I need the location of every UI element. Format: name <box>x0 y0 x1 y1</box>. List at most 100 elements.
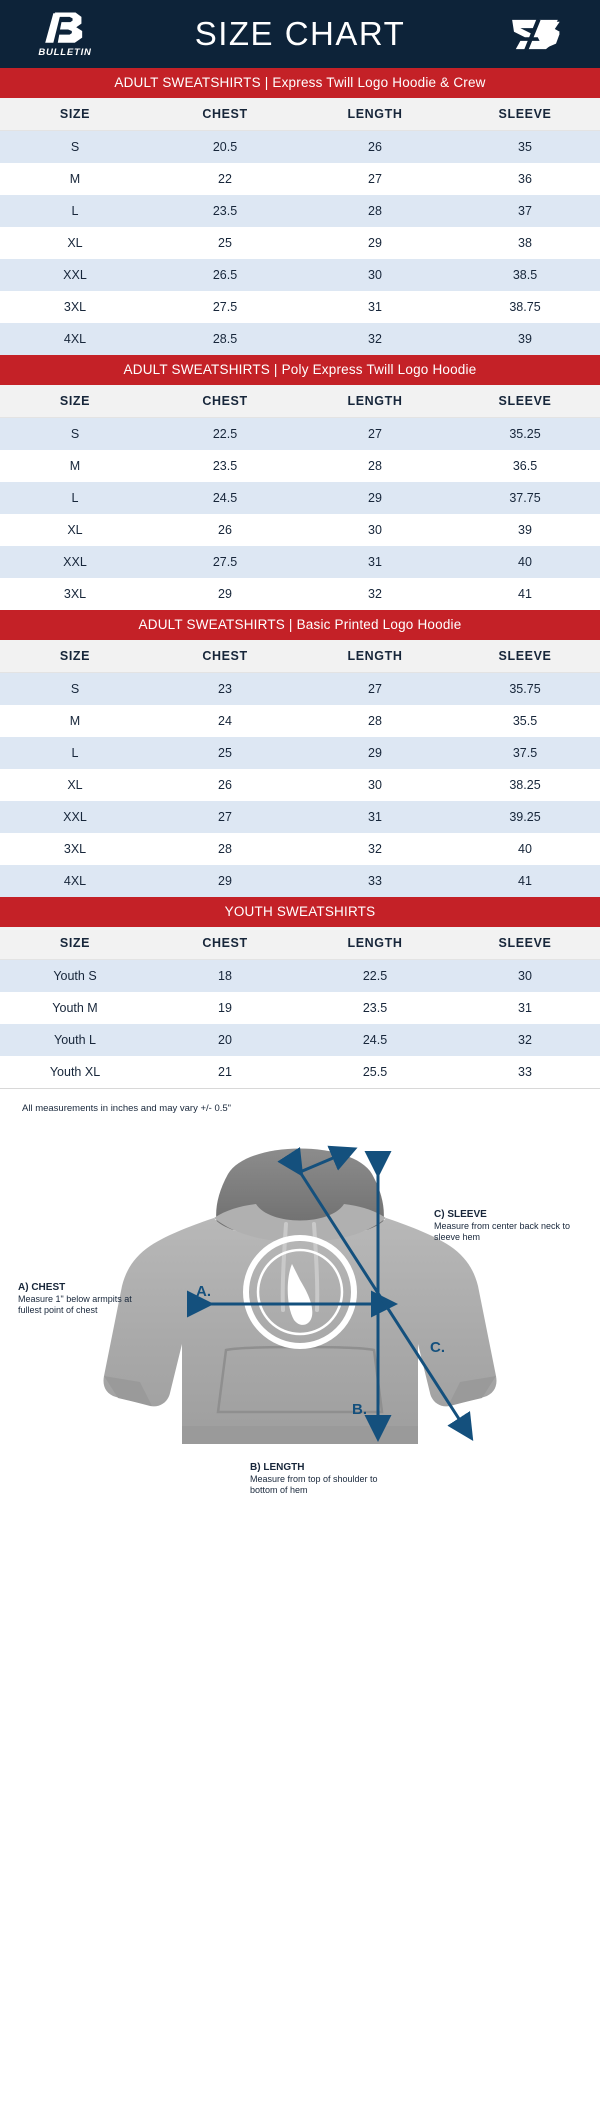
section-banner: YOUTH SWEATSHIRTS <box>0 897 600 927</box>
cell-chest: 25 <box>150 737 300 769</box>
cell-size: L <box>0 195 150 227</box>
cell-sleeve: 37.5 <box>450 737 600 769</box>
cell-sleeve: 32 <box>450 1024 600 1056</box>
column-header-size: SIZE <box>0 640 150 673</box>
cell-sleeve: 36.5 <box>450 450 600 482</box>
s3-logo <box>496 16 574 53</box>
table-row: S 20.5 26 35 <box>0 130 600 163</box>
callout-sleeve-title: C) SLEEVE <box>434 1209 487 1220</box>
cell-chest: 28.5 <box>150 323 300 355</box>
cell-chest: 23.5 <box>150 195 300 227</box>
cell-sleeve: 35 <box>450 130 600 163</box>
cell-chest: 18 <box>150 959 300 992</box>
callout-length-body: Measure from top of shoulder to bottom o… <box>250 1474 378 1496</box>
cell-chest: 26 <box>150 514 300 546</box>
cell-sleeve: 38.5 <box>450 259 600 291</box>
b-logo-icon <box>45 11 82 43</box>
cell-sleeve: 37 <box>450 195 600 227</box>
cell-length: 28 <box>300 705 450 737</box>
cell-length: 31 <box>300 291 450 323</box>
cell-chest: 24.5 <box>150 482 300 514</box>
cell-chest: 21 <box>150 1056 300 1088</box>
section-banner: ADULT SWEATSHIRTS | Express Twill Logo H… <box>0 68 600 98</box>
column-header-length: LENGTH <box>300 640 450 673</box>
cell-sleeve: 31 <box>450 992 600 1024</box>
cell-length: 33 <box>300 865 450 897</box>
cell-chest: 27 <box>150 801 300 833</box>
cell-chest: 23 <box>150 672 300 705</box>
table-row: Youth M 19 23.5 31 <box>0 992 600 1024</box>
cell-chest: 20 <box>150 1024 300 1056</box>
table-row: Youth S 18 22.5 30 <box>0 959 600 992</box>
cell-chest: 25 <box>150 227 300 259</box>
cell-size: 3XL <box>0 578 150 610</box>
size-table: SIZE CHEST LENGTH SLEEVE Youth S 18 22.5… <box>0 927 600 1088</box>
table-row: 3XL 29 32 41 <box>0 578 600 610</box>
cell-size: S <box>0 130 150 163</box>
cell-sleeve: 30 <box>450 959 600 992</box>
cell-chest: 27.5 <box>150 546 300 578</box>
cell-length: 31 <box>300 546 450 578</box>
cell-chest: 27.5 <box>150 291 300 323</box>
section-adult-express-twill: ADULT SWEATSHIRTS | Express Twill Logo H… <box>0 68 600 355</box>
cell-sleeve: 40 <box>450 546 600 578</box>
bulletin-brand-logo: BULLETIN <box>26 11 104 58</box>
size-table: SIZE CHEST LENGTH SLEEVE S 22.5 27 35.25… <box>0 385 600 610</box>
table-row: 3XL 27.5 31 38.75 <box>0 291 600 323</box>
table-header-row: SIZE CHEST LENGTH SLEEVE <box>0 98 600 131</box>
table-header-row: SIZE CHEST LENGTH SLEEVE <box>0 385 600 418</box>
hoodie-diagram: A. B. C. A) CHEST Measure 1" below armpi… <box>0 1114 600 1534</box>
cell-size: 3XL <box>0 291 150 323</box>
cell-length: 23.5 <box>300 992 450 1024</box>
section-banner: ADULT SWEATSHIRTS | Basic Printed Logo H… <box>0 610 600 640</box>
column-header-chest: CHEST <box>150 640 300 673</box>
cell-chest: 26.5 <box>150 259 300 291</box>
cell-sleeve: 39.25 <box>450 801 600 833</box>
section-youth-sweatshirts: YOUTH SWEATSHIRTS SIZE CHEST LENGTH SLEE… <box>0 897 600 1088</box>
column-header-length: LENGTH <box>300 385 450 418</box>
cell-sleeve: 35.75 <box>450 672 600 705</box>
cell-length: 27 <box>300 417 450 450</box>
cell-size: 3XL <box>0 833 150 865</box>
column-header-length: LENGTH <box>300 927 450 960</box>
column-header-sleeve: SLEEVE <box>450 98 600 131</box>
table-row: Youth L 20 24.5 32 <box>0 1024 600 1056</box>
cell-size: 4XL <box>0 323 150 355</box>
cell-sleeve: 40 <box>450 833 600 865</box>
column-header-size: SIZE <box>0 385 150 418</box>
table-row: 3XL 28 32 40 <box>0 833 600 865</box>
cell-size: XXL <box>0 259 150 291</box>
cell-chest: 22 <box>150 163 300 195</box>
cell-length: 32 <box>300 323 450 355</box>
measurement-guide: All measurements in inches and may vary … <box>0 1088 600 1534</box>
cell-size: L <box>0 737 150 769</box>
cell-sleeve: 39 <box>450 514 600 546</box>
cell-sleeve: 36 <box>450 163 600 195</box>
table-row: L 25 29 37.5 <box>0 737 600 769</box>
table-row: XL 26 30 39 <box>0 514 600 546</box>
cell-size: Youth M <box>0 992 150 1024</box>
cell-length: 26 <box>300 130 450 163</box>
cell-chest: 24 <box>150 705 300 737</box>
cell-size: S <box>0 417 150 450</box>
cell-length: 29 <box>300 737 450 769</box>
cell-length: 32 <box>300 833 450 865</box>
cell-length: 28 <box>300 450 450 482</box>
table-row: XXL 26.5 30 38.5 <box>0 259 600 291</box>
cell-length: 30 <box>300 259 450 291</box>
cell-size: Youth XL <box>0 1056 150 1088</box>
column-header-sleeve: SLEEVE <box>450 640 600 673</box>
section-adult-basic-printed: ADULT SWEATSHIRTS | Basic Printed Logo H… <box>0 610 600 897</box>
cell-size: Youth S <box>0 959 150 992</box>
cell-chest: 28 <box>150 833 300 865</box>
s3-logo-icon <box>512 18 560 52</box>
cell-length: 25.5 <box>300 1056 450 1088</box>
column-header-chest: CHEST <box>150 927 300 960</box>
cell-chest: 20.5 <box>150 130 300 163</box>
table-row: S 22.5 27 35.25 <box>0 417 600 450</box>
cell-sleeve: 33 <box>450 1056 600 1088</box>
cell-size: M <box>0 163 150 195</box>
size-table: SIZE CHEST LENGTH SLEEVE S 20.5 26 35 M … <box>0 98 600 355</box>
cell-size: XL <box>0 769 150 801</box>
cell-size: Youth L <box>0 1024 150 1056</box>
